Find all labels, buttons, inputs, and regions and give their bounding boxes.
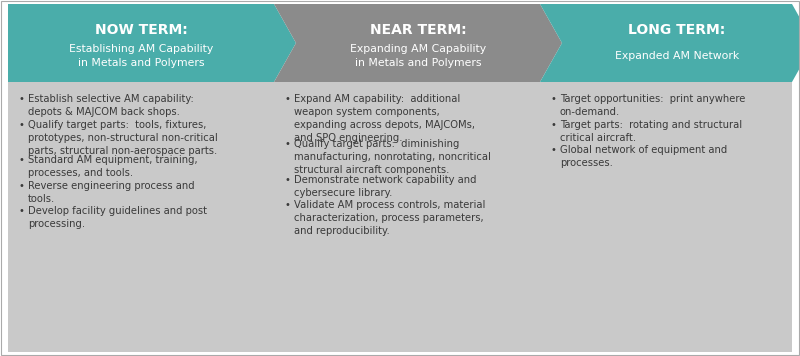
Bar <box>8 82 274 352</box>
Text: Standard AM equipment, training,
processes, and tools.: Standard AM equipment, training, process… <box>28 155 198 178</box>
Polygon shape <box>8 4 296 82</box>
Text: •: • <box>284 200 290 210</box>
Text: •: • <box>284 174 290 185</box>
Bar <box>540 82 792 352</box>
Text: NOW TERM:: NOW TERM: <box>94 23 187 37</box>
Text: •: • <box>550 145 556 155</box>
Text: •: • <box>550 120 556 130</box>
Text: •: • <box>284 94 290 104</box>
Text: Global network of equipment and
processes.: Global network of equipment and processe… <box>560 145 727 168</box>
Text: Establish selective AM capability:
depots & MAJCOM back shops.: Establish selective AM capability: depot… <box>28 94 194 117</box>
Text: Expanded AM Network: Expanded AM Network <box>615 51 739 61</box>
Text: Qualify target parts:  tools, fixtures,
prototypes, non-structural non-critical
: Qualify target parts: tools, fixtures, p… <box>28 120 218 156</box>
Text: Qualify target parts:  diminishing
manufacturing, nonrotating, noncritical
struc: Qualify target parts: diminishing manufa… <box>294 139 491 175</box>
Text: Target parts:  rotating and structural
critical aircraft.: Target parts: rotating and structural cr… <box>560 120 742 143</box>
Text: •: • <box>18 120 24 130</box>
Text: •: • <box>550 94 556 104</box>
Bar <box>274 82 540 352</box>
Text: NEAR TERM:: NEAR TERM: <box>370 23 466 37</box>
Text: •: • <box>18 155 24 165</box>
Text: Validate AM process controls, material
characterization, process parameters,
and: Validate AM process controls, material c… <box>294 200 486 236</box>
Text: •: • <box>284 139 290 149</box>
Text: Target opportunities:  print anywhere
on-demand.: Target opportunities: print anywhere on-… <box>560 94 746 117</box>
Text: •: • <box>18 206 24 216</box>
Text: LONG TERM:: LONG TERM: <box>628 23 726 37</box>
Polygon shape <box>274 4 562 82</box>
Text: Reverse engineering process and
tools.: Reverse engineering process and tools. <box>28 180 194 204</box>
Text: Expanding AM Capability
in Metals and Polymers: Expanding AM Capability in Metals and Po… <box>350 44 486 68</box>
Text: Establishing AM Capability
in Metals and Polymers: Establishing AM Capability in Metals and… <box>69 44 213 68</box>
Text: Expand AM capability:  additional
weapon system components,
expanding across dep: Expand AM capability: additional weapon … <box>294 94 475 143</box>
Text: •: • <box>18 180 24 190</box>
Text: •: • <box>18 94 24 104</box>
Text: Demonstrate network capability and
cybersecure library.: Demonstrate network capability and cyber… <box>294 174 477 198</box>
Text: Develop facility guidelines and post
processing.: Develop facility guidelines and post pro… <box>28 206 207 229</box>
Polygon shape <box>540 4 800 82</box>
